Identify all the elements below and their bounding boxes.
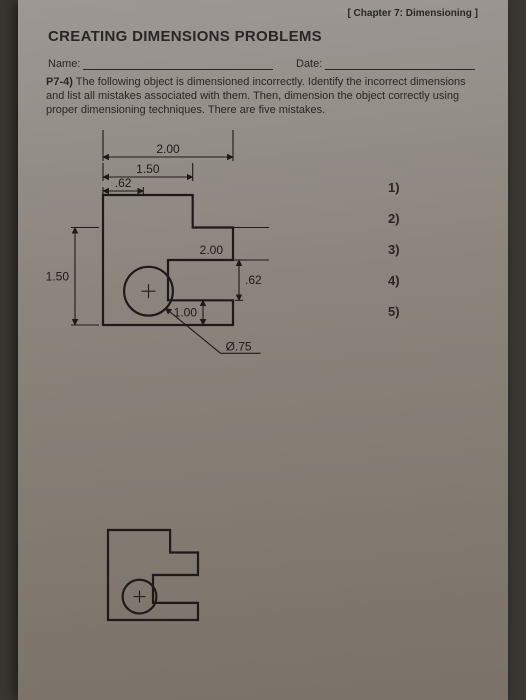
svg-text:Ø.75: Ø.75 <box>226 339 252 353</box>
problem-number: P7-4) <box>46 76 73 88</box>
svg-text:.62: .62 <box>245 273 262 287</box>
problem-statement: P7-4) The following object is dimensione… <box>46 76 478 117</box>
problem-text: The following object is dimensioned inco… <box>46 76 466 116</box>
date-field: Date: <box>296 58 475 70</box>
name-field: Name: <box>48 58 273 70</box>
svg-text:1.50: 1.50 <box>46 269 70 283</box>
worksheet-page: [ Chapter 7: Dimensioning ] CREATING DIM… <box>18 0 508 700</box>
name-blank[interactable] <box>83 59 273 70</box>
drawing-area: 2.001.50.621.502.00.621.00Ø.75 <box>38 130 498 690</box>
engineering-drawing: 2.001.50.621.502.00.621.00Ø.75 <box>38 130 498 690</box>
svg-text:1.50: 1.50 <box>136 162 160 176</box>
name-label: Name: <box>48 58 80 70</box>
page-title: CREATING DIMENSIONS PROBLEMS <box>48 28 322 45</box>
date-label: Date: <box>296 58 322 70</box>
svg-text:.62: .62 <box>115 176 132 190</box>
chapter-header: [ Chapter 7: Dimensioning ] <box>347 8 478 19</box>
svg-text:2.00: 2.00 <box>156 142 180 156</box>
date-blank[interactable] <box>325 59 475 70</box>
svg-text:2.00: 2.00 <box>200 243 224 257</box>
